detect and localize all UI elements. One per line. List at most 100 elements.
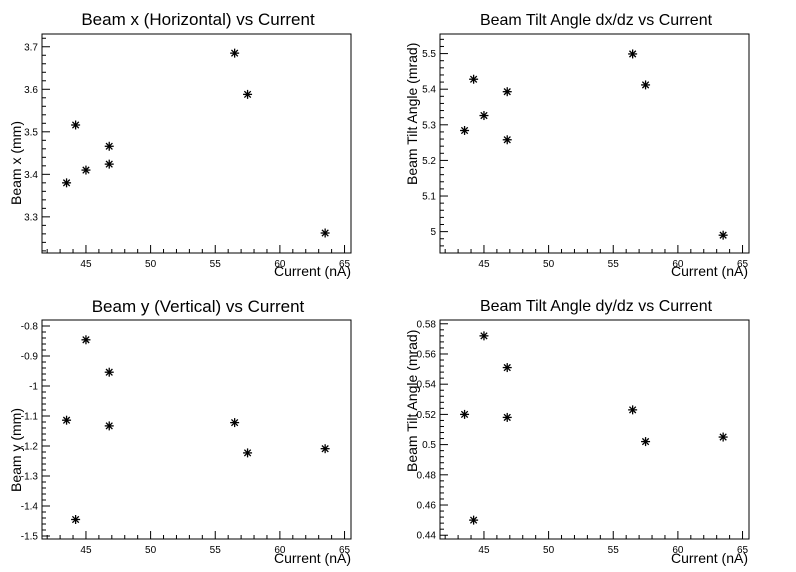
- x-tick-label: 60: [672, 545, 684, 556]
- data-point: [104, 367, 114, 377]
- data-points: [460, 49, 728, 240]
- y-tick-label: 5.4: [422, 85, 436, 96]
- y-tick-label: -1.2: [21, 442, 39, 453]
- y-tick-label: 0.44: [417, 531, 437, 542]
- x-tick-label: 50: [145, 545, 157, 556]
- data-point: [718, 432, 728, 442]
- y-tick-label: 0.48: [417, 470, 437, 481]
- x-axis-label: Current (nA): [671, 550, 748, 566]
- y-tick-label: 0.58: [417, 319, 437, 330]
- y-tick-label: 3.4: [24, 170, 38, 181]
- data-point: [243, 89, 253, 99]
- y-tick-label: 3.7: [24, 42, 38, 53]
- data-point: [230, 48, 240, 58]
- y-tick-label: 3.3: [24, 212, 38, 223]
- y-tick-label: 0.54: [417, 380, 437, 391]
- chart-title: Beam Tilt Angle dx/dz vs Current: [480, 12, 713, 29]
- y-tick-label: 0.5: [422, 440, 436, 451]
- data-point: [502, 363, 512, 373]
- data-point: [718, 230, 728, 240]
- data-point: [628, 49, 638, 59]
- x-tick-label: 55: [210, 259, 222, 270]
- y-tick-label: 3.5: [24, 127, 38, 138]
- data-point: [81, 335, 91, 345]
- x-tick-label: 50: [543, 545, 555, 556]
- y-tick-label: -1.4: [21, 502, 39, 513]
- data-point: [81, 165, 91, 175]
- x-tick-label: 65: [339, 259, 351, 270]
- data-point: [71, 515, 81, 524]
- y-tick-label: 5.1: [422, 192, 436, 203]
- data-point: [628, 405, 638, 415]
- x-tick-label: 50: [543, 259, 555, 270]
- data-point: [502, 87, 512, 97]
- data-point: [230, 418, 240, 428]
- x-tick-label: 60: [274, 545, 286, 556]
- axis-ticks: 45 50 55 60 65 -0.8 -0.9 -1 -1.1 -1.2 -1.3 -1.4 -1.5: [21, 319, 351, 556]
- plot-frame: [41, 319, 352, 540]
- panel-beam-x: Beam x (Horizontal) vs Current Current (…: [8, 10, 352, 279]
- y-tick-label: -0.9: [21, 352, 39, 363]
- data-point: [641, 80, 651, 90]
- y-tick-label: -1.1: [21, 412, 39, 423]
- data-point: [62, 178, 72, 188]
- chart-title: Beam y (Vertical) vs Current: [92, 297, 305, 316]
- y-tick-label: 0.56: [417, 349, 437, 360]
- data-point: [104, 421, 114, 431]
- x-tick-label: 60: [274, 259, 286, 270]
- axis-ticks: 45 50 55 60 65 0.44 0.46 0.48 0.5 0.52 0.54 0.56 0.5…: [417, 319, 749, 556]
- x-tick-label: 55: [608, 545, 620, 556]
- data-point: [479, 331, 489, 341]
- y-tick-label: -0.8: [21, 322, 39, 333]
- data-point: [460, 409, 470, 419]
- y-tick-label: 0.52: [417, 410, 437, 421]
- y-axis-label: Beam x (mm): [8, 121, 24, 205]
- chart-title: Beam Tilt Angle dy/dz vs Current: [480, 298, 713, 315]
- y-tick-label: 5: [430, 227, 436, 238]
- data-point: [320, 228, 330, 238]
- x-tick-label: 55: [210, 545, 222, 556]
- x-axis-label: Current (nA): [671, 263, 748, 279]
- x-tick-label: 50: [145, 259, 157, 270]
- data-point: [469, 515, 479, 525]
- y-tick-label: 3.6: [24, 85, 38, 96]
- y-axis-label: Beam y (mm): [8, 408, 24, 492]
- x-tick-label: 60: [672, 259, 684, 270]
- y-axis-label: Beam Tilt Angle (mrad): [404, 43, 420, 185]
- y-tick-label: 5.5: [422, 49, 436, 60]
- x-tick-label: 65: [737, 259, 749, 270]
- data-point: [243, 448, 253, 458]
- data-point: [641, 437, 651, 447]
- data-points: [62, 48, 330, 238]
- y-tick-label: -1.5: [21, 532, 39, 543]
- data-point: [320, 444, 330, 454]
- y-axis-label: Beam Tilt Angle (mrad): [404, 330, 420, 472]
- data-point: [460, 126, 470, 136]
- data-points: [460, 331, 728, 525]
- data-point: [62, 415, 72, 425]
- y-tick-label: 5.3: [422, 120, 436, 131]
- data-point: [502, 412, 512, 422]
- panel-tilt-dxdz: Beam Tilt Angle dx/dz vs Current Current…: [404, 12, 750, 279]
- x-tick-label: 45: [478, 259, 490, 270]
- plot-frame: [439, 33, 750, 254]
- x-tick-label: 45: [80, 545, 92, 556]
- axis-ticks: 45 50 55 60 65 5 5.1 5.2 5.3 5.4 5.5: [422, 38, 749, 270]
- y-tick-label: -1.3: [21, 472, 39, 483]
- data-point: [71, 120, 81, 130]
- data-point: [469, 74, 479, 84]
- x-tick-label: 65: [737, 545, 749, 556]
- chart-title: Beam x (Horizontal) vs Current: [81, 10, 315, 29]
- x-tick-label: 65: [339, 545, 351, 556]
- x-tick-label: 45: [80, 259, 92, 270]
- y-tick-label: -1: [29, 382, 38, 393]
- axis-ticks: 45 50 55 60 65 3.3 3.4 3.5 3.6 3.7: [24, 37, 351, 270]
- x-axis-label: Current (nA): [274, 550, 351, 566]
- data-point: [104, 159, 114, 169]
- y-tick-label: 5.2: [422, 156, 436, 167]
- x-axis-label: Current (nA): [274, 263, 351, 279]
- panel-beam-y: Beam y (Vertical) vs Current Current (nA…: [8, 297, 352, 566]
- data-points: [62, 335, 330, 524]
- y-tick-label: 0.46: [417, 501, 437, 512]
